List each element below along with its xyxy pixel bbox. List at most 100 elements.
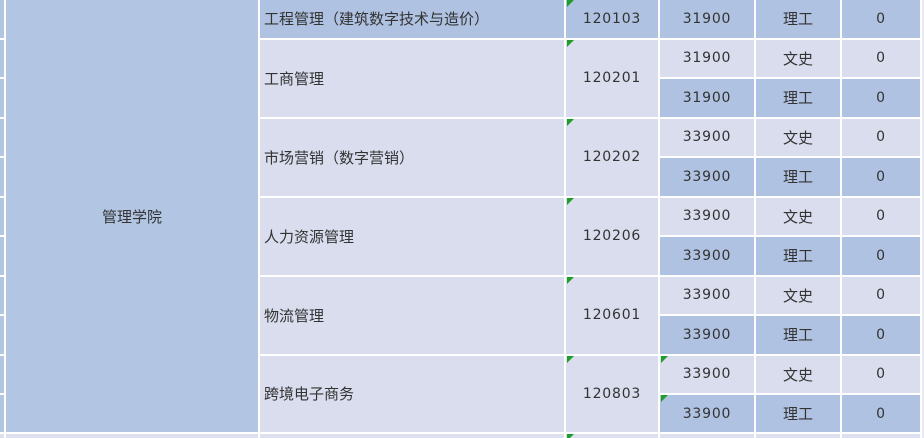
program-name: 工程管理（建筑数字技术与造价） <box>264 10 490 29</box>
cell-program-name[interactable]: 人力资源管理 <box>260 197 564 275</box>
program-code: 120103 <box>582 10 642 27</box>
cell-program-name[interactable]: 跨境电子商务 <box>260 355 564 432</box>
comment-indicator-icon <box>567 276 574 284</box>
edge-strip-cell <box>0 158 4 196</box>
cell-subject-type[interactable]: 理工 <box>756 316 840 354</box>
cell-count[interactable]: 0 <box>842 355 920 393</box>
cell-count[interactable]: 0 <box>842 197 920 235</box>
subject-type: 理工 <box>782 405 813 423</box>
program-name: 物流管理 <box>264 306 325 325</box>
cell-subject-type[interactable]: 理工 <box>756 79 840 117</box>
cutoff-row-sliver <box>566 434 658 438</box>
cell-count[interactable]: 0 <box>842 237 920 275</box>
fee-value: 33900 <box>682 247 732 264</box>
fee-value: 31900 <box>682 89 732 106</box>
program-name: 市场营销（数字营销） <box>264 148 415 167</box>
count-value: 0 <box>876 168 886 185</box>
cell-fee[interactable]: 31900 <box>660 39 754 77</box>
right-edge-sliver <box>922 0 924 438</box>
edge-strip-cell <box>0 395 4 432</box>
cell-code[interactable]: 120201 <box>566 39 658 117</box>
fee-value: 33900 <box>682 326 732 343</box>
count-value: 0 <box>876 89 886 106</box>
cell-code[interactable]: 120202 <box>566 118 658 196</box>
cell-fee[interactable]: 33900 <box>660 237 754 275</box>
cell-subject-type[interactable]: 理工 <box>756 395 840 432</box>
cell-fee[interactable]: 33900 <box>660 197 754 235</box>
subject-type: 文史 <box>782 128 813 147</box>
cell-fee[interactable]: 33900 <box>660 158 754 196</box>
cell-count[interactable]: 0 <box>842 39 920 77</box>
subject-type: 文史 <box>782 207 813 226</box>
cell-count[interactable]: 0 <box>842 158 920 196</box>
cell-fee[interactable]: 33900 <box>660 316 754 354</box>
count-value: 0 <box>876 208 886 225</box>
cell-code[interactable]: 120601 <box>566 276 658 354</box>
subject-type: 文史 <box>782 365 813 384</box>
cell-code[interactable]: 120103 <box>566 0 658 38</box>
cell-subject-type[interactable]: 文史 <box>756 276 840 314</box>
program-code: 120803 <box>582 385 642 402</box>
cell-fee[interactable]: 31900 <box>660 0 754 38</box>
fee-value: 31900 <box>682 10 732 27</box>
program-name: 跨境电子商务 <box>264 385 355 404</box>
cell-subject-type[interactable]: 文史 <box>756 355 840 393</box>
count-value: 0 <box>876 326 886 343</box>
cell-fee[interactable]: 31900 <box>660 79 754 117</box>
count-value: 0 <box>876 10 886 27</box>
count-value: 0 <box>876 405 886 422</box>
cell-program-name[interactable]: 市场营销（数字营销） <box>260 118 564 196</box>
cell-subject-type[interactable]: 文史 <box>756 197 840 235</box>
cell-subject-type[interactable]: 文史 <box>756 39 840 77</box>
cell-code[interactable]: 120803 <box>566 355 658 432</box>
fee-value: 33900 <box>682 129 732 146</box>
fee-value: 33900 <box>682 405 732 422</box>
cell-count[interactable]: 0 <box>842 118 920 156</box>
subject-type: 理工 <box>782 168 813 187</box>
cell-subject-type[interactable]: 理工 <box>756 158 840 196</box>
comment-indicator-icon <box>661 395 668 402</box>
cell-program-name[interactable]: 工程管理（建筑数字技术与造价） <box>260 0 564 38</box>
cell-code[interactable]: 120206 <box>566 197 658 275</box>
school-name: 管理学院 <box>101 207 162 226</box>
edge-strip-cell <box>0 237 4 275</box>
edge-strip-cell <box>0 0 4 38</box>
cell-subject-type[interactable]: 理工 <box>756 237 840 275</box>
cell-count[interactable]: 0 <box>842 276 920 314</box>
fee-value: 33900 <box>682 208 732 225</box>
cell-program-name[interactable]: 物流管理 <box>260 276 564 354</box>
cell-count[interactable]: 0 <box>842 79 920 117</box>
program-name: 人力资源管理 <box>264 227 355 246</box>
fee-value: 33900 <box>682 168 732 185</box>
edge-strip-cell <box>0 118 4 156</box>
cell-count[interactable]: 0 <box>842 316 920 354</box>
subject-type: 理工 <box>782 10 813 29</box>
cell-program-name[interactable]: 工商管理 <box>260 39 564 117</box>
count-value: 0 <box>876 287 886 304</box>
cell-fee[interactable]: 33900 <box>660 355 754 393</box>
count-value: 0 <box>876 247 886 264</box>
fee-value: 33900 <box>682 287 732 304</box>
cell-subject-type[interactable]: 理工 <box>756 0 840 38</box>
program-name: 工商管理 <box>264 69 325 88</box>
edge-strip-cell <box>0 197 4 235</box>
comment-indicator-icon <box>567 118 574 126</box>
cell-fee[interactable]: 33900 <box>660 118 754 156</box>
cell-count[interactable]: 0 <box>842 395 920 432</box>
edge-strip-cell <box>0 434 4 438</box>
cell-school[interactable]: 管理学院 <box>6 0 258 432</box>
edge-strip-cell <box>0 355 4 393</box>
cell-fee[interactable]: 33900 <box>660 395 754 432</box>
comment-indicator-icon <box>661 355 668 363</box>
comment-indicator-icon <box>567 434 574 438</box>
cell-subject-type[interactable]: 文史 <box>756 118 840 156</box>
cell-count[interactable]: 0 <box>842 0 920 38</box>
count-value: 0 <box>876 50 886 67</box>
comment-indicator-icon <box>567 39 574 47</box>
comment-indicator-icon <box>567 355 574 363</box>
edge-strip-cell <box>0 276 4 314</box>
program-code: 120601 <box>582 307 642 323</box>
cell-fee[interactable]: 33900 <box>660 276 754 314</box>
count-value: 0 <box>876 129 886 146</box>
